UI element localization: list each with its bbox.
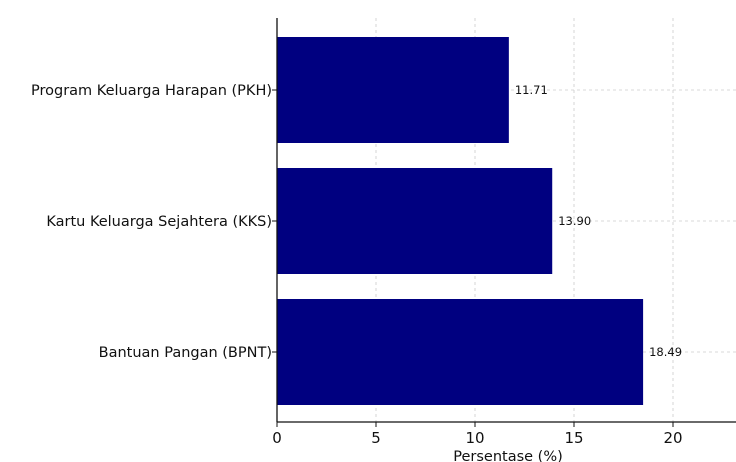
x-tick-label: 15 (564, 429, 583, 447)
category-label: Program Keluarga Harapan (PKH) (31, 83, 272, 99)
x-tick-label: 0 (272, 429, 282, 447)
x-axis-title: Persentase (%) (453, 449, 563, 462)
x-tick-label: 5 (371, 429, 381, 447)
bars-layer (277, 37, 644, 405)
x-tick-label: 10 (465, 429, 484, 447)
category-label: Bantuan Pangan (BPNT) (99, 345, 272, 361)
data-label: 13.90 (558, 214, 591, 228)
bar (277, 299, 644, 405)
axis-layer (276, 18, 736, 423)
bar (277, 37, 509, 143)
x-tick-label: 20 (663, 429, 682, 447)
category-label: Kartu Keluarga Sejahtera (KKS) (46, 214, 272, 230)
bar (277, 168, 553, 274)
data-label: 11.71 (515, 83, 548, 97)
data-label: 18.49 (649, 345, 682, 359)
labels-layer: 0 5 10 15 20 Program Keluarga Harapan (PKH) 11… (31, 83, 683, 447)
